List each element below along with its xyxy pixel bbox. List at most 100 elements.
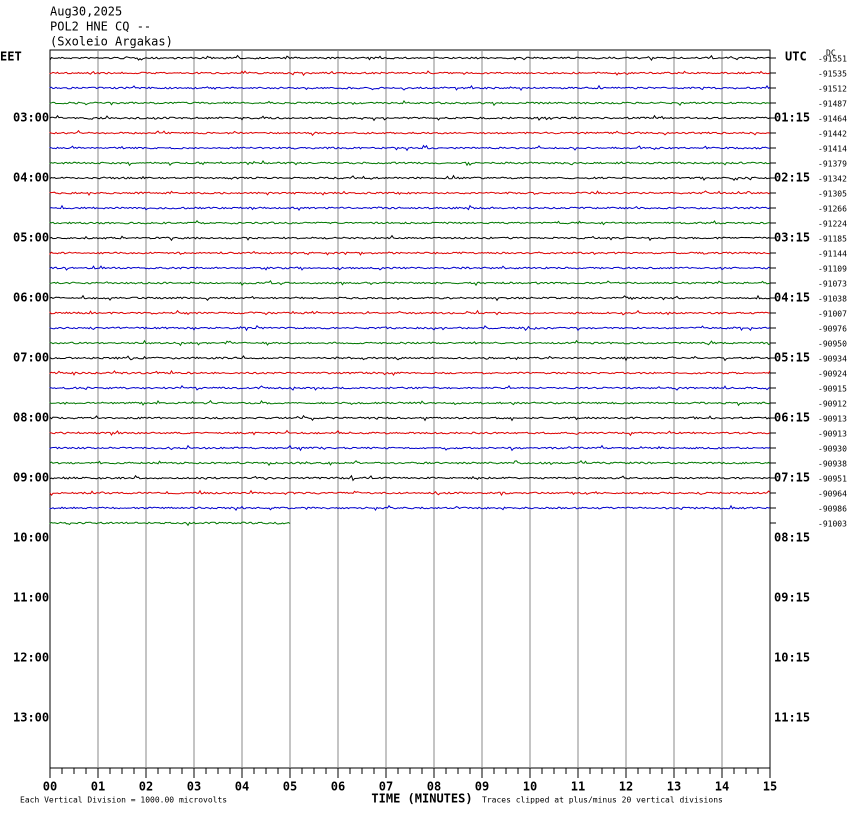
dc-offset: -91185 [818,235,847,244]
date: Aug30,2025 [50,5,122,19]
x-tick-label: 06 [331,780,345,794]
trace [49,460,771,467]
trace [49,250,771,256]
dc-offset: -91224 [818,220,847,229]
left-time: 12:00 [13,651,49,665]
dc-offset: -91109 [818,265,847,274]
trace [49,144,771,152]
x-tick-label: 08 [427,780,441,794]
trace [49,355,771,362]
dc-offset: -90934 [818,355,847,364]
trace [49,521,291,527]
x-tick-label: 14 [715,780,729,794]
right-zone: UTC [785,50,807,64]
dc-offset: -91551 [818,55,847,64]
footer-left: Each Vertical Division = 1000.00 microvo… [20,796,227,805]
x-tick-label: 07 [379,780,393,794]
dc-offset: -90913 [818,415,847,424]
right-time: 04:15 [774,291,810,305]
x-tick-label: 02 [139,780,153,794]
trace [49,474,771,482]
left-zone: EET [0,50,22,64]
trace [49,54,771,62]
left-time: 07:00 [13,351,49,365]
trace [49,99,771,107]
trace [49,414,771,422]
trace [49,339,771,347]
dc-offset: -90950 [818,340,847,349]
right-time: 02:15 [774,171,810,185]
trace [49,489,771,497]
right-time: 09:15 [774,591,810,605]
x-tick-label: 12 [619,780,633,794]
right-time: 07:15 [774,471,810,485]
dc-offset: -91144 [818,250,847,259]
dc-offset: -90930 [818,445,847,454]
left-time: 11:00 [13,591,49,605]
right-time: 01:15 [774,111,810,125]
right-time: 05:15 [774,351,810,365]
trace [49,114,771,122]
trace [49,204,771,211]
station: POL2 HNE CQ -- [50,20,151,34]
left-time: 13:00 [13,711,49,725]
x-tick-label: 05 [283,780,297,794]
left-time: 06:00 [13,291,49,305]
left-time: 08:00 [13,411,49,425]
left-time: 05:00 [13,231,49,245]
trace [49,234,771,242]
trace [49,504,771,512]
dc-offset: -90913 [818,430,847,439]
trace [49,129,771,137]
trace [49,279,771,287]
x-tick-label: 13 [667,780,681,794]
trace [49,309,771,316]
footer-right: Traces clipped at plus/minus 20 vertical… [482,796,723,805]
trace [49,429,771,437]
dc-offset: -91003 [818,520,847,529]
right-time: 03:15 [774,231,810,245]
left-time: 10:00 [13,531,49,545]
x-tick-label: 15 [763,780,777,794]
dc-offset: -91266 [818,205,847,214]
dc-offset: -90912 [818,400,847,409]
trace [49,369,771,377]
x-tick-label: 10 [523,780,537,794]
trace [49,84,771,92]
dc-offset: -91512 [818,85,847,94]
dc-offset: -90951 [818,475,847,484]
dc-offset: -91342 [818,175,847,184]
dc-offset: -90924 [818,370,847,379]
trace [49,444,771,452]
dc-offset: -91073 [818,280,847,289]
left-time: 09:00 [13,471,49,485]
dc-offset: -91442 [818,130,847,139]
dc-offset: -91414 [818,145,847,154]
trace [49,399,771,407]
plot-frame [49,49,771,769]
dc-offset: -90915 [818,385,847,394]
dc-offset: -90986 [818,505,847,514]
dc-offset: -91535 [818,70,847,79]
x-tick-label: 11 [571,780,585,794]
dc-offset: -90938 [818,460,847,469]
trace [49,190,771,196]
dc-offset: -91487 [818,100,847,109]
left-time: 03:00 [13,111,49,125]
right-time: 08:15 [774,531,810,545]
trace [49,70,771,77]
dc-offset: -90964 [818,490,847,499]
trace [49,294,771,302]
site: (Sxoleio Argakas) [50,35,173,49]
left-time: 04:00 [13,171,49,185]
trace [49,174,771,181]
dc-header: DC [826,49,836,58]
x-title: TIME (MINUTES) [371,792,472,806]
dc-offset: -90976 [818,325,847,334]
x-tick-label: 03 [187,780,201,794]
trace [49,384,771,391]
dc-offset: -91007 [818,310,847,319]
trace [49,265,771,271]
x-tick-label: 09 [475,780,489,794]
